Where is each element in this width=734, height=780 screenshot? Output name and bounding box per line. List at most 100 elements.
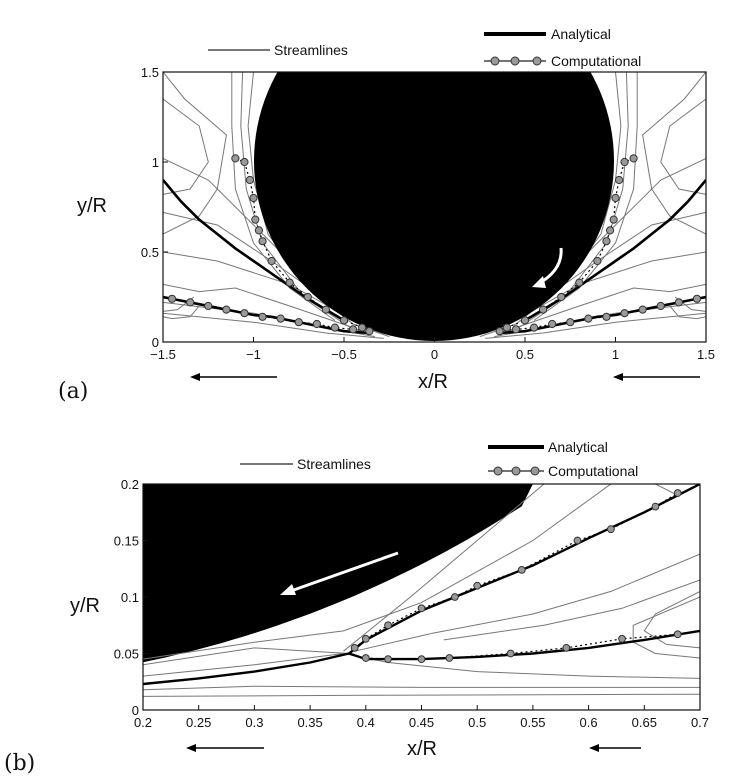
x-tick-label: 0.45 (409, 715, 434, 730)
streamline (343, 484, 545, 652)
streamline (143, 647, 350, 666)
analytical-line (143, 629, 700, 686)
computational-point (251, 215, 260, 224)
computational-point (548, 319, 557, 329)
legend-analytical-label: Analytical (551, 26, 611, 42)
x-tick-label: 1.5 (697, 347, 715, 362)
panel-a-label: (a) (58, 379, 88, 404)
analytical-line (524, 179, 706, 322)
streamline (443, 579, 700, 641)
panel-b: 0.2 0.25 0.3 0.35 0.4 0.45 0.5 0.55 0.6 0.65 0.700… (4, 439, 709, 776)
legend-computational-marker (493, 466, 503, 476)
y-tick-label: 0.2 (121, 477, 139, 492)
computational-point (620, 309, 629, 318)
streamline (163, 251, 345, 316)
streamline (163, 72, 227, 235)
y-tick-label: 0.5 (141, 245, 159, 260)
y-tick-label: 0 (132, 703, 139, 718)
streamline (533, 72, 638, 321)
streamline (524, 251, 706, 316)
x-tick-label: 0.6 (580, 715, 598, 730)
panel-a-ticks: −1.5 −1 −0.5 0 0.5 1 1.5 0 0.5 1 1.5 (141, 65, 715, 362)
computational-point (361, 654, 370, 662)
panel-a-flow-arrows (190, 247, 700, 381)
x-tick-label: 0.55 (520, 715, 545, 730)
computational-point (517, 565, 526, 574)
legend-computational-label: Computational (551, 53, 641, 69)
computational-point (529, 323, 539, 332)
streamline (479, 72, 622, 338)
computational-point (638, 305, 647, 314)
computational-point (240, 157, 249, 167)
computational-point (231, 154, 240, 163)
computational-point (615, 175, 624, 185)
computational-point (294, 318, 303, 327)
rotation-arrow (287, 551, 399, 594)
computational-point (620, 157, 629, 167)
computational-point (222, 305, 231, 314)
panel-b-label: (b) (4, 751, 35, 776)
streamline (669, 305, 706, 320)
computational-point (566, 318, 575, 327)
streamline (660, 98, 706, 195)
x-tick-label: −1.5 (150, 347, 176, 362)
x-tick-label: 0.5 (516, 347, 534, 362)
panel-b-xlabel: x/R (407, 738, 437, 760)
streamline (143, 484, 612, 660)
computational-point (339, 316, 349, 325)
panel-b-ylabel: y/R (70, 595, 100, 617)
computational-point (673, 630, 682, 639)
analytical-line (163, 179, 345, 322)
computational-point (358, 323, 367, 332)
computational-point (417, 655, 426, 664)
computational-point (321, 305, 330, 314)
computational-point (602, 237, 611, 246)
computational-point (167, 294, 177, 303)
computational-point (506, 649, 515, 658)
computational-point (502, 323, 511, 332)
y-tick-label: 1 (152, 155, 159, 170)
panel-a-ylabel: y/R (77, 195, 107, 217)
streamline (642, 72, 706, 235)
streamline (143, 693, 700, 697)
computational-point (285, 278, 294, 287)
legend-computational-marker (530, 466, 540, 476)
computational-point (593, 256, 602, 266)
computational-point (258, 312, 267, 321)
panel-a-legend: Streamlines Analytical Computational (208, 26, 641, 69)
computational-point (365, 327, 374, 336)
panel-a-plot-area (163, 72, 706, 342)
panel-b-series (143, 484, 700, 686)
x-tick-label: 0.7 (691, 715, 709, 730)
y-tick-label: 1.5 (141, 65, 159, 80)
computational-point (276, 314, 285, 323)
panel-a: −1.5 −1 −0.5 0 0.5 1 1.5 0 0.5 1 1.5 x/R y/R (a) S… (58, 26, 715, 404)
computational-point (602, 312, 611, 321)
streamline (485, 312, 706, 339)
x-tick-label: 0.2 (134, 715, 152, 730)
computational-point (575, 278, 584, 287)
legend-computational-label: Computational (548, 463, 638, 479)
legend-streamlines-label: Streamlines (297, 456, 371, 472)
rotation-arrow-head (532, 276, 546, 288)
streamline (163, 305, 200, 320)
computational-point (520, 316, 530, 325)
x-tick-label: −1 (246, 347, 261, 362)
computational-point (606, 525, 615, 534)
computational-point (511, 325, 521, 334)
computational-point (674, 298, 683, 307)
legend-computational-marker (511, 466, 521, 476)
computational-point (692, 294, 702, 303)
streamline (354, 553, 700, 652)
panel-a-series (163, 154, 706, 336)
computational-point (605, 226, 615, 235)
legend-streamlines-label: Streamlines (274, 42, 348, 58)
computational-point (249, 193, 258, 203)
legend-computational-marker (510, 56, 520, 66)
computational-point (312, 319, 321, 329)
computational-point (384, 655, 392, 664)
legend-analytical-label: Analytical (548, 439, 608, 455)
panel-a-sphere (254, 72, 614, 341)
computational-point (562, 643, 571, 652)
panel-b-flow-arrows (186, 551, 641, 752)
